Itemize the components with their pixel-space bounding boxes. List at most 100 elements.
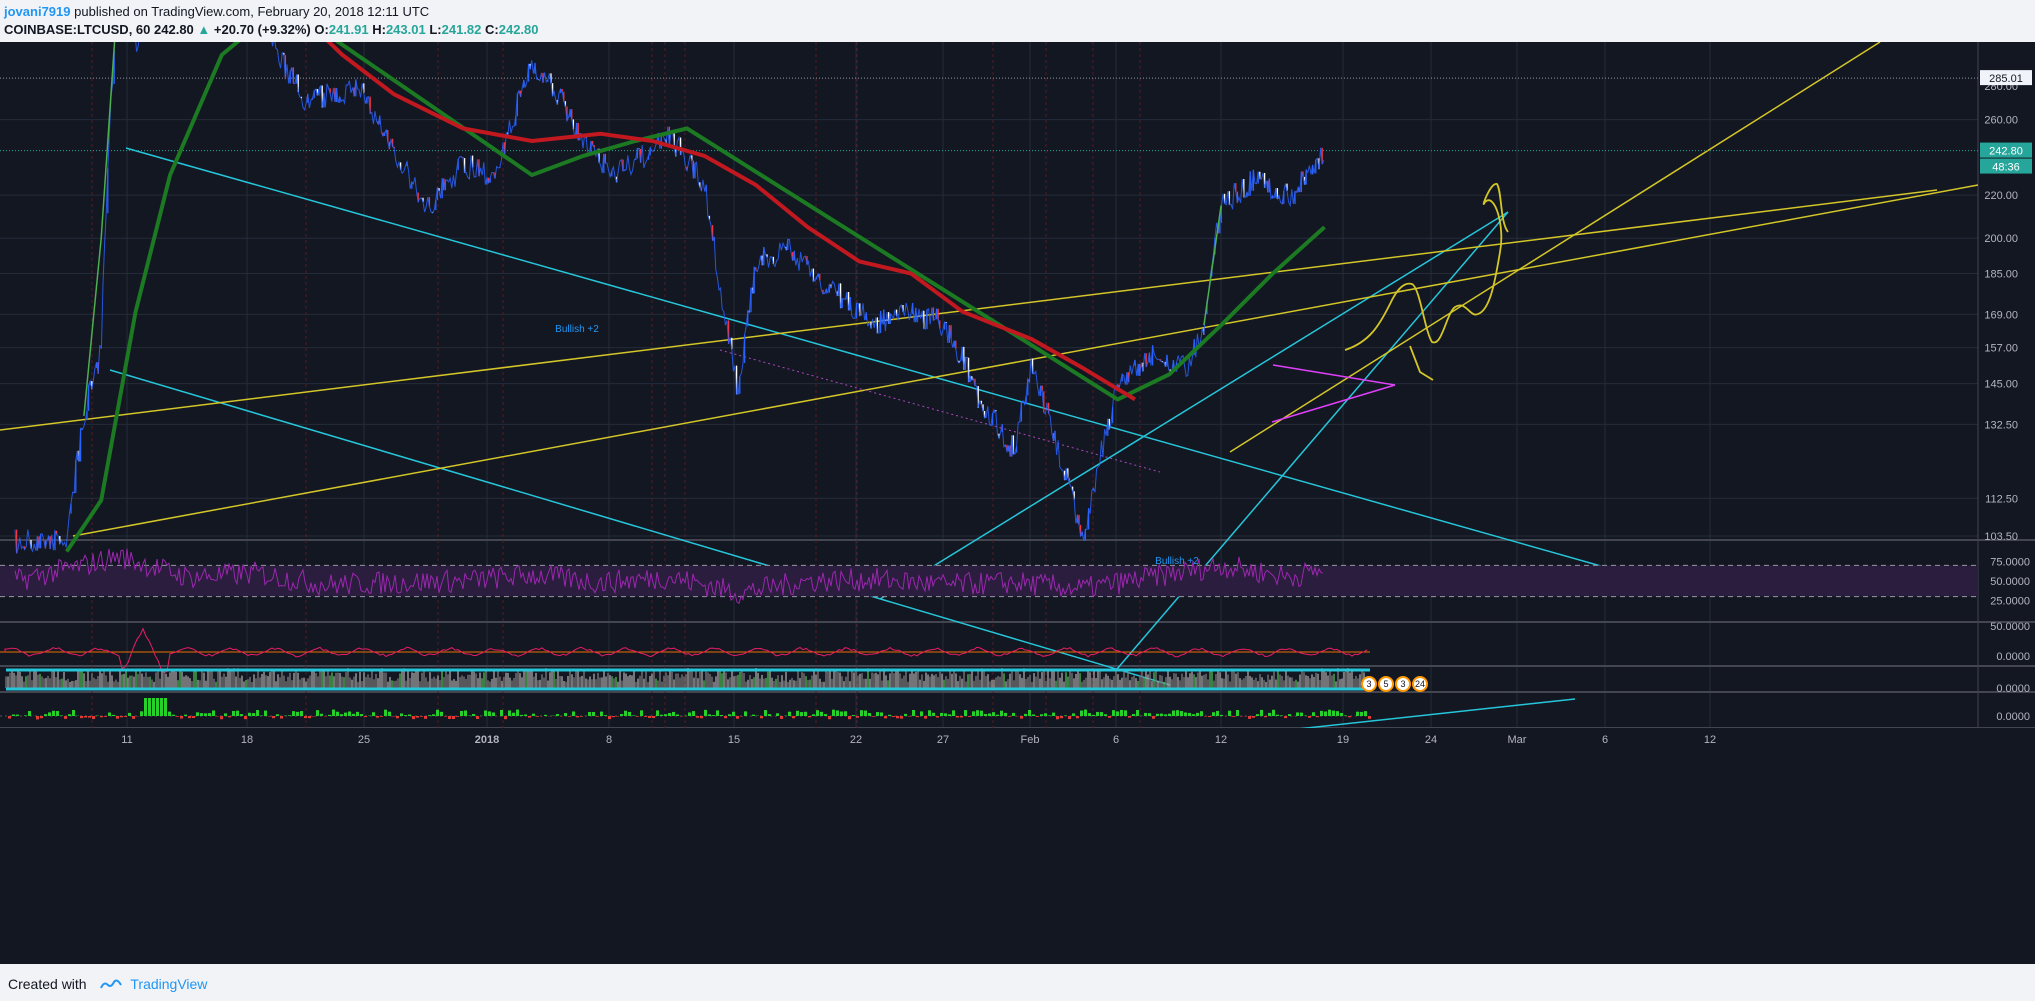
last-price: 242.80 xyxy=(154,22,194,37)
hist-bar xyxy=(28,711,31,716)
hist-bar xyxy=(224,713,227,716)
hist-bar xyxy=(1044,713,1047,716)
ema-red-line xyxy=(326,42,1137,402)
time-tick-label: 2018 xyxy=(475,734,499,746)
hist-bar xyxy=(148,698,151,716)
trendlines xyxy=(0,42,1979,756)
hist-bar xyxy=(164,698,167,716)
hist-bar xyxy=(984,713,987,716)
hist-bar xyxy=(156,698,159,716)
hist-bar xyxy=(596,716,599,717)
hist-bar xyxy=(960,716,963,718)
last-price-badge xyxy=(1980,142,2032,158)
hist-bar xyxy=(592,711,595,716)
hist-bar xyxy=(808,716,811,718)
hist-bar xyxy=(16,714,19,716)
hist-bar xyxy=(124,716,127,717)
hist-bar xyxy=(1144,712,1147,716)
hist-bar xyxy=(1192,714,1195,716)
hist-bar xyxy=(220,716,223,720)
hist-bar xyxy=(144,698,147,716)
hist-bar xyxy=(1348,716,1351,718)
hist-bar xyxy=(396,716,399,719)
hist-bar xyxy=(1000,710,1003,716)
projection-path xyxy=(1344,183,1509,351)
hist-bar xyxy=(988,713,991,716)
hist-bar xyxy=(564,713,567,716)
hist-bar xyxy=(916,716,919,718)
hist-bar xyxy=(1196,712,1199,716)
hist-bar xyxy=(1056,716,1059,720)
hist-bar xyxy=(628,711,631,716)
hist-bar xyxy=(84,716,87,718)
hist-bar xyxy=(404,715,407,716)
hist-bar xyxy=(380,716,383,717)
channel-bottom-line xyxy=(109,369,1171,686)
hist-bar xyxy=(1172,710,1175,716)
low-label: L: xyxy=(429,22,442,37)
hist-bar xyxy=(860,710,863,716)
hist-bar xyxy=(204,713,207,716)
tradingview-brand-link[interactable]: TradingView xyxy=(130,976,208,992)
hist-bar xyxy=(780,716,783,719)
hist-bar xyxy=(624,710,627,716)
ema-green-line xyxy=(65,42,1326,553)
yellow-middle-line xyxy=(72,184,1979,537)
chart-canvas[interactable]: Bullish +2 Bullish +2 3 5 3 24 260.00 220.00 20… xyxy=(0,42,2035,964)
hist-bar xyxy=(300,711,303,716)
footer: Created with TradingView xyxy=(0,964,2035,1001)
hist-bar xyxy=(228,716,231,718)
hist-bar xyxy=(832,709,835,716)
hist-bar xyxy=(288,715,291,716)
hist-bar xyxy=(244,716,247,720)
hist-bar xyxy=(432,714,435,716)
hist-bar xyxy=(1308,716,1311,718)
hist-bar xyxy=(340,714,343,716)
price-tick-label: 157.00 xyxy=(1984,343,2018,355)
hist-bar xyxy=(408,714,411,716)
hist-bar xyxy=(336,711,339,716)
hist-bar xyxy=(108,712,111,716)
hist-bar xyxy=(196,712,199,716)
hist-bar xyxy=(744,711,747,716)
hist-bar xyxy=(80,716,83,719)
event-badge xyxy=(1361,676,1377,692)
hist-bar xyxy=(1040,714,1043,716)
symbol-label[interactable]: COINBASE:LTCUSD, 60 xyxy=(4,22,151,37)
hist-bar xyxy=(936,716,939,718)
hist-bar xyxy=(692,711,695,716)
time-tick-label: Feb xyxy=(1021,734,1040,746)
event-badge xyxy=(1412,676,1428,692)
hist-bar xyxy=(1072,713,1075,716)
hist-bar xyxy=(416,716,419,718)
hist-bar xyxy=(100,716,103,718)
hist-bar xyxy=(952,710,955,716)
hist-bar xyxy=(1096,711,1099,716)
hist-bar xyxy=(1160,713,1163,716)
hist-bar xyxy=(460,710,463,716)
hist-bar xyxy=(816,710,819,716)
hist-bar xyxy=(1028,709,1031,716)
hist-bar xyxy=(1300,712,1303,716)
hist-bar xyxy=(1216,710,1219,716)
hist-bar xyxy=(248,712,251,716)
hist-bar xyxy=(928,710,931,716)
hist-bar xyxy=(644,716,647,717)
hist-bar xyxy=(440,711,443,716)
hist-bar xyxy=(104,716,107,717)
hist-bar xyxy=(452,716,455,720)
hist-bar xyxy=(852,715,855,716)
hist-bar xyxy=(1296,712,1299,716)
hist-bar xyxy=(712,715,715,716)
moving-averages xyxy=(65,42,1326,553)
bullish-annotation: Bullish +2 xyxy=(555,324,599,335)
hist-bar xyxy=(556,714,559,716)
hist-bar xyxy=(56,710,59,716)
hist-bar xyxy=(232,710,235,716)
price-tick-label: 112.50 xyxy=(1985,493,2018,505)
hist-bar xyxy=(1356,711,1359,716)
author-link[interactable]: jovani7919 xyxy=(4,4,71,19)
price-tick-label: 169.00 xyxy=(1984,309,2018,321)
hist-bar xyxy=(652,716,655,719)
hist-bar xyxy=(892,716,895,717)
